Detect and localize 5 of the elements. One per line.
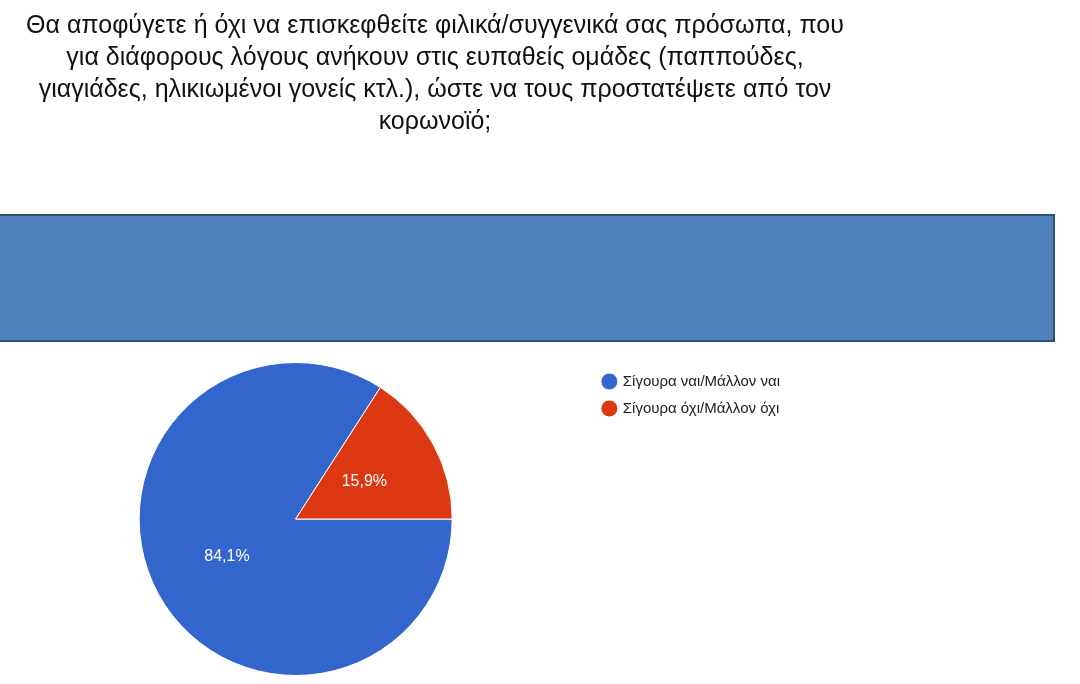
chart-title: Θα αποφύγετε ή όχι να επισκεφθείτε φιλικά/συγγενικά σας πρόσωπα, που για διάφορους λόγους ανήκουν στις ευπαθείς ομάδες (παππούδες, γιαγιάδες, ηλικιωμένοι γονείς κτλ.), ώστε να τους προστατέψετε από τον κορωνοϊό; xyxy=(25,9,845,136)
legend-label: Σίγουρα ναι/Μάλλον ναι xyxy=(622,371,781,389)
data-label: 84,1% xyxy=(204,546,250,564)
data-label: 15,9% xyxy=(341,471,388,489)
legend-label: Σίγουρα όχι/Μάλλον όχι xyxy=(622,398,780,416)
